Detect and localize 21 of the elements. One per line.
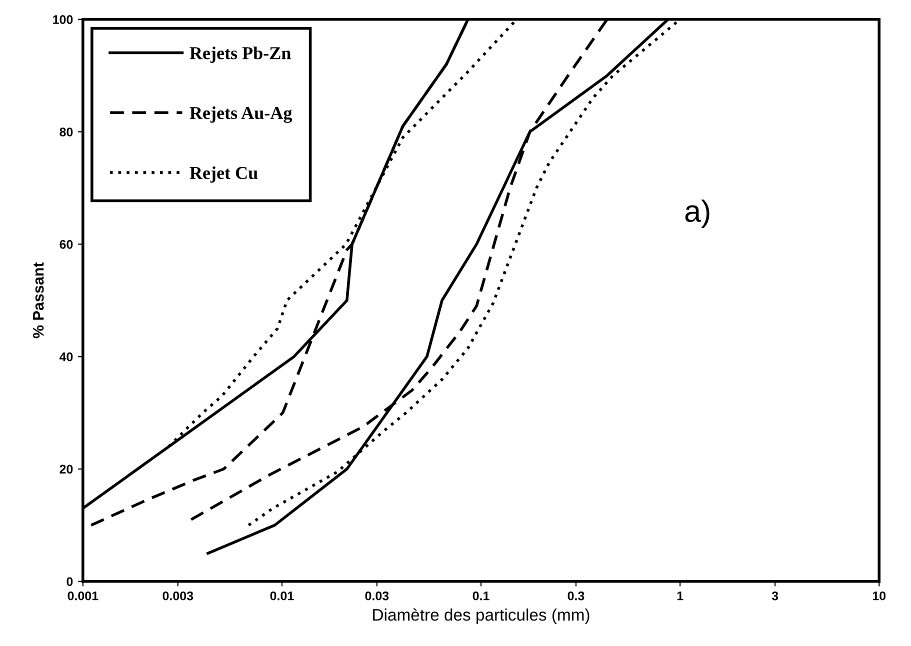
annotation: a) (685, 200, 710, 228)
x-tick-label: 10 (872, 591, 886, 600)
y-tick-label: 0 (66, 577, 73, 586)
x-tick-label: 0.1 (472, 591, 490, 600)
legend-label: Rejets Pb-Zn (190, 46, 291, 63)
y-tick-label: 100 (53, 15, 73, 24)
x-tick-label: 0.01 (270, 591, 294, 600)
legend-label: Rejet Cu (190, 166, 258, 183)
x-tick-label: 0.003 (162, 591, 194, 600)
x-tick-label: 1 (677, 592, 684, 600)
x-tick-label: 3 (772, 591, 778, 600)
y-tick-label: 80 (60, 128, 73, 136)
y-tick-label: 20 (60, 464, 73, 474)
y-tick-label: 60 (60, 240, 73, 249)
x-tick-label: 0.3 (568, 591, 584, 600)
x-tick-label: 0.001 (68, 591, 98, 600)
x-tick-label: 0.03 (365, 591, 389, 600)
x-axis-title: Diamètre des particules (mm) (373, 608, 590, 624)
y-tick-label: 40 (59, 352, 73, 362)
y-axis-title: % Passant (32, 262, 44, 338)
legend-label: Rejets Au-Ag (190, 106, 292, 123)
